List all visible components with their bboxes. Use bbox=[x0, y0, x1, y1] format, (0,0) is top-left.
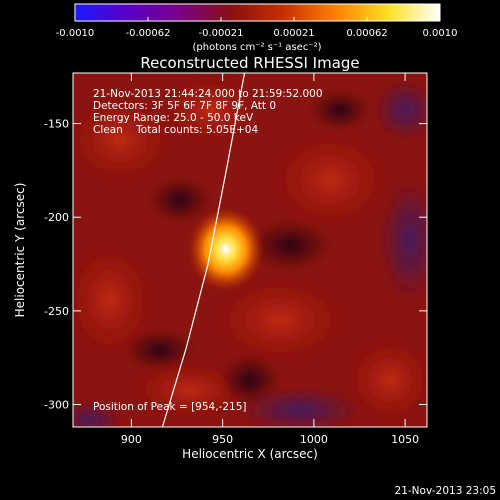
info-line-time: 21-Nov-2013 21:44:24.000 to 21:59:52.000 bbox=[93, 88, 323, 100]
colorbar-tick-label: 0.00062 bbox=[346, 28, 387, 39]
colorbar-tick-label: -0.0010 bbox=[56, 28, 95, 39]
info-line-detectors: Detectors: 3F 5F 6F 7F 8F 9F, Att 0 bbox=[93, 100, 276, 112]
x-tick-label: 1000 bbox=[300, 433, 328, 446]
x-tick-label: 950 bbox=[212, 433, 233, 446]
plot-frame bbox=[72, 72, 428, 428]
y-tick-label: -200 bbox=[44, 211, 69, 224]
colorbar-tick-label: -0.00021 bbox=[199, 28, 244, 39]
y-axis-label: Heliocentric Y (arcsec) bbox=[13, 183, 27, 318]
colorbar bbox=[74, 3, 441, 22]
axis-ticks: 900 950 1000 1050 -150 -200 -250 -300 bbox=[44, 73, 427, 446]
peak-position-label: Position of Peak = [954,-215] bbox=[93, 401, 247, 413]
colorbar-ticks: -0.0010 -0.00062 -0.00021 0.00021 0.00062 0.0… bbox=[56, 17, 458, 39]
colorbar-units-label: (photons cm⁻² s⁻¹ asec⁻²) bbox=[192, 42, 321, 53]
info-line-energy: Energy Range: 25.0 - 50.0 keV bbox=[93, 112, 254, 124]
colorbar-tick-label: -0.00062 bbox=[126, 28, 171, 39]
y-tick-label: -250 bbox=[44, 305, 69, 318]
flare-peak-source bbox=[187, 207, 264, 292]
colorbar-tick-label: 0.0010 bbox=[423, 28, 458, 39]
y-tick-label: -150 bbox=[44, 118, 69, 131]
info-line-clean: Clean Total counts: 5.05E+04 bbox=[93, 124, 258, 136]
x-axis-label: Heliocentric X (arcsec) bbox=[182, 447, 318, 461]
y-tick-label: -300 bbox=[44, 399, 69, 412]
chart-title: Reconstructed RHESSI Image bbox=[140, 54, 359, 72]
info-block: 21-Nov-2013 21:44:24.000 to 21:59:52.000… bbox=[93, 88, 323, 136]
footer-timestamp: 21-Nov-2013 23:05 bbox=[395, 485, 496, 497]
heatmap-image bbox=[73, 73, 427, 427]
x-tick-label: 1050 bbox=[391, 433, 419, 446]
x-tick-label: 900 bbox=[121, 433, 142, 446]
solar-limb-line bbox=[161, 73, 246, 427]
colorbar-tick-label: 0.00021 bbox=[273, 28, 314, 39]
